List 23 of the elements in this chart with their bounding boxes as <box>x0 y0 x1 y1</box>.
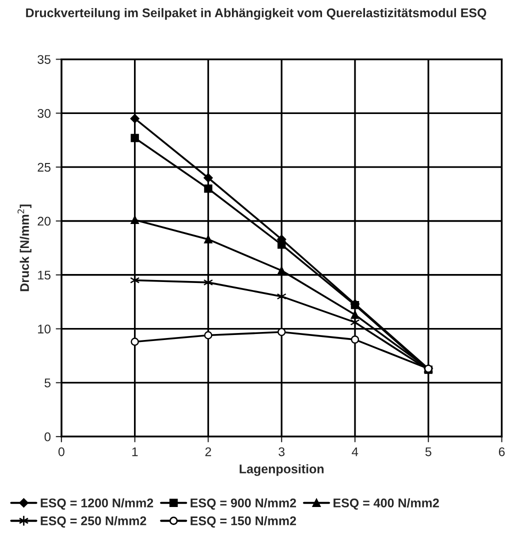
legend-label: ESQ = 150 N/mm2 <box>190 516 296 528</box>
x-tick-label: 2 <box>205 447 212 456</box>
x-tick-label: 6 <box>498 447 505 456</box>
chart-title: Druckverteilung im Seilpaket in Abhängigkeit vom Querelastizitätsmodul ESQ <box>26 8 486 20</box>
y-tick-label: 0 <box>44 432 51 442</box>
y-tick-label: 15 <box>38 270 50 280</box>
x-tick-label: 1 <box>132 447 138 456</box>
legend-label: ESQ = 250 N/mm2 <box>40 516 146 528</box>
legend-label: ESQ = 400 N/mm2 <box>334 498 439 510</box>
legend-label: ESQ = 900 N/mm2 <box>190 498 296 510</box>
legend-label: ESQ = 1200 N/mm2 <box>40 498 154 510</box>
y-tick-label: 10 <box>38 324 51 334</box>
x-axis-title: Lagenposition <box>240 464 324 476</box>
x-tick-label: 0 <box>58 447 64 456</box>
x-tick-label: 4 <box>352 447 358 456</box>
y-tick-label: 30 <box>38 108 51 118</box>
x-tick-label: 3 <box>278 447 285 456</box>
y-tick-label: 35 <box>38 55 50 64</box>
y-axis-title: Druck [N/mm$^{2}$] <box>18 204 32 292</box>
y-tick-label: 5 <box>44 378 50 388</box>
y-tick-label: 20 <box>38 216 51 226</box>
y-tick-label: 25 <box>38 162 50 172</box>
x-tick-label: 5 <box>425 447 432 456</box>
